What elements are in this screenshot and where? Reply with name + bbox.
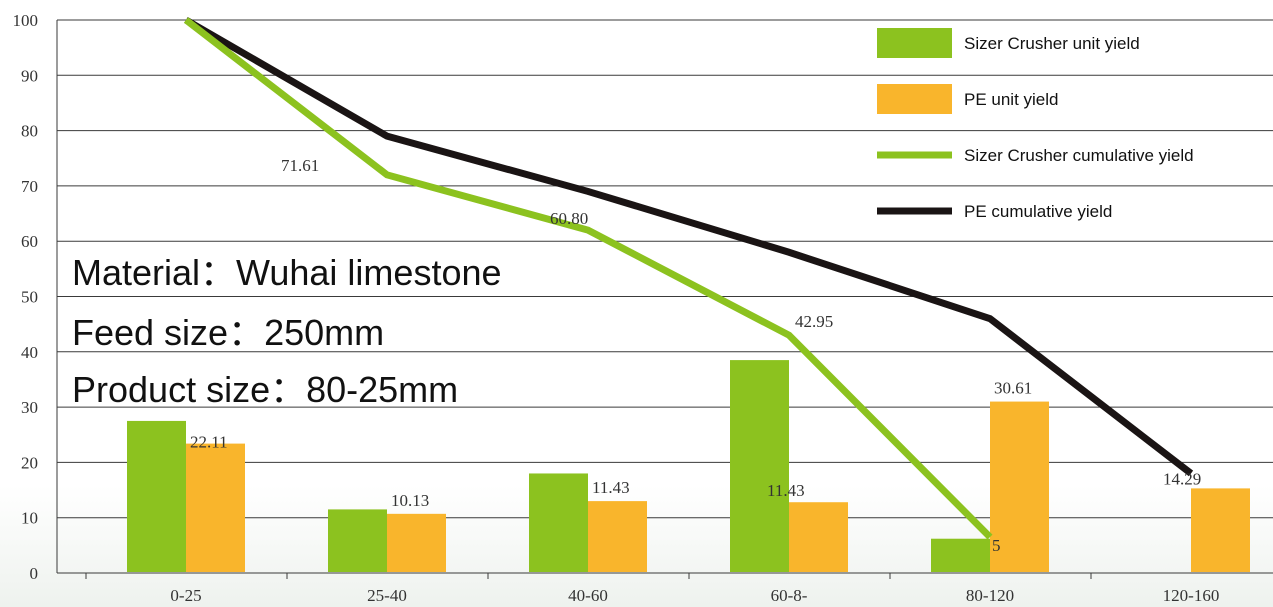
bar-pe-unit-yield [990, 401, 1049, 572]
legend-swatch [877, 28, 952, 58]
x-axis: 0-25 25-40 40-60 60-8- 80-120 120-160 [57, 572, 1273, 605]
data-label: 42.95 [795, 312, 833, 331]
y-tick-label: 70 [21, 177, 38, 196]
bar-sizer-crusher-unit-yield [127, 420, 186, 572]
legend-label: Sizer Crusher cumulative yield [964, 146, 1194, 165]
data-labels: 22.11 10.13 11.43 11.43 30.61 14.29 71.61 60.80… [190, 156, 1201, 555]
x-tick-label: 120-160 [1163, 586, 1220, 605]
x-tick-label: 80-120 [966, 586, 1014, 605]
legend: Sizer Crusher unit yield PE unit yield Siz… [877, 28, 1194, 221]
bar-sizer-crusher-unit-yield [730, 360, 789, 572]
data-label: 71.61 [281, 156, 319, 175]
data-label: 60.80 [550, 209, 588, 228]
material-info: Material：Wuhai limestone Feed size：250mm… [72, 252, 502, 410]
y-tick-label: 30 [21, 398, 38, 417]
y-tick-label: 10 [21, 509, 38, 528]
bar-pe-unit-yield [1191, 488, 1250, 572]
y-tick-label: 60 [21, 232, 38, 251]
bar-sizer-crusher-unit-yield [931, 538, 990, 572]
legend-label: PE cumulative yield [964, 202, 1112, 221]
bar-pe-unit-yield [789, 502, 848, 572]
y-tick-label: 100 [13, 11, 39, 30]
x-tick-label: 60-8- [771, 586, 808, 605]
data-label: 30.61 [994, 379, 1032, 398]
line-pe-cumulative [184, 16, 1194, 477]
bar-sizer-crusher-unit-yield [529, 473, 588, 572]
data-label: 22.11 [190, 433, 228, 452]
y-tick-label: 80 [21, 122, 38, 141]
data-label: 11.43 [592, 478, 630, 497]
y-tick-label: 40 [21, 343, 38, 362]
x-tick-label: 0-25 [170, 586, 201, 605]
gridlines [57, 19, 1273, 574]
y-tick-label: 20 [21, 453, 38, 472]
data-label: 11.43 [767, 481, 805, 500]
legend-label: Sizer Crusher unit yield [964, 34, 1140, 53]
info-feed-size: Feed size：250mm [72, 312, 384, 353]
bar-pe-unit-yield [588, 501, 647, 572]
y-axis: 0 10 20 30 40 50 60 70 80 90 100 [13, 11, 58, 583]
y-tick-label: 0 [30, 564, 39, 583]
x-tick-label: 25-40 [367, 586, 407, 605]
info-product-size: Product size：80-25mm [72, 369, 458, 410]
bar-pe-unit-yield [387, 513, 446, 572]
legend-swatch [877, 84, 952, 114]
data-label: 10.13 [391, 491, 429, 510]
bars [127, 360, 1250, 572]
bar-pe-unit-yield [186, 443, 245, 572]
y-tick-label: 90 [21, 66, 38, 85]
info-material: Material：Wuhai limestone [72, 252, 502, 293]
legend-label: PE unit yield [964, 90, 1059, 109]
bar-sizer-crusher-unit-yield [328, 509, 387, 572]
data-label: 5 [992, 536, 1001, 555]
line-sizer-crusher-cumulative [183, 17, 993, 540]
x-tick-label: 40-60 [568, 586, 608, 605]
data-label: 14.29 [1163, 469, 1201, 488]
cumulative-lines [183, 16, 1194, 540]
y-tick-label: 50 [21, 288, 38, 307]
